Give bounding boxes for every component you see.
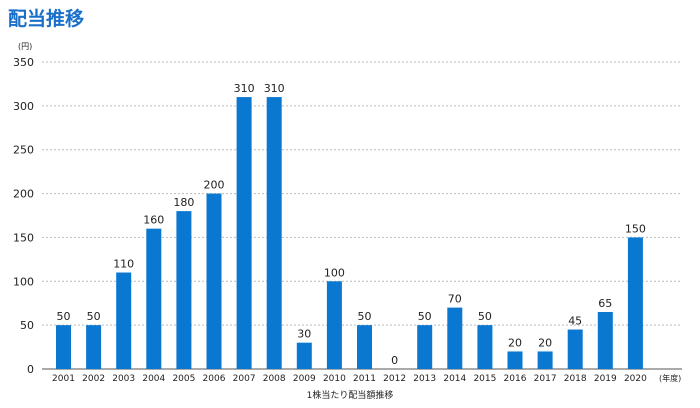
bar: [477, 325, 493, 369]
x-tick-labels: 2001 2002 2003 2004 2005 2006 2007 2008 2009 2010…: [52, 374, 647, 384]
x-tick-label: 2005: [172, 374, 195, 384]
bar: [236, 97, 252, 369]
x-tick-label: 2009: [293, 374, 316, 384]
data-label: 70: [448, 293, 462, 306]
y-tick-labels: 0 50 100 150 200 250 300 350: [13, 56, 34, 376]
bar: [56, 325, 71, 369]
x-axis-caption: 1株当たり配当額推移: [307, 389, 394, 401]
x-tick-label: 2020: [624, 374, 647, 384]
bars: [56, 97, 643, 369]
x-tick-label: 2014: [443, 374, 466, 384]
x-tick-label: 2007: [233, 374, 256, 384]
y-axis-unit: (円): [18, 42, 32, 51]
data-label: 200: [204, 179, 225, 192]
bar: [86, 325, 102, 369]
bar: [627, 237, 643, 369]
bar: [176, 211, 192, 369]
x-tick-label: 2017: [534, 374, 557, 384]
x-tick-label: 2012: [383, 374, 406, 384]
data-label: 65: [598, 297, 612, 310]
x-tick-label: 2019: [594, 374, 617, 384]
bar: [146, 228, 162, 369]
x-tick-label: 2018: [564, 374, 587, 384]
y-tick-label: 100: [13, 275, 34, 288]
x-tick-label: 2008: [263, 374, 286, 384]
x-tick-label: 2003: [112, 374, 135, 384]
data-label: 50: [87, 310, 101, 323]
bar: [296, 342, 312, 369]
x-tick-label: 2011: [353, 374, 376, 384]
data-label: 100: [324, 266, 345, 279]
data-labels: 50 50 110 160 180 200 310 310 30 100 50 0 50 70 50 20 20…: [57, 82, 646, 367]
data-label: 20: [538, 336, 552, 349]
x-axis-unit: (年度): [659, 373, 681, 383]
data-label: 310: [234, 82, 255, 95]
x-tick-label: 2004: [142, 374, 165, 384]
y-tick-label: 50: [20, 319, 34, 332]
data-label: 50: [57, 310, 71, 323]
x-tick-label: 2013: [413, 374, 436, 384]
bar: [417, 325, 433, 369]
x-tick-label: 2002: [82, 374, 105, 384]
y-tick-label: 150: [13, 231, 34, 244]
x-tick-label: 2001: [52, 374, 75, 384]
x-tick-label: 2016: [504, 374, 527, 384]
bar: [206, 193, 222, 369]
bar: [597, 311, 613, 369]
y-tick-label: 300: [13, 100, 34, 113]
bar: [507, 351, 523, 369]
bar: [447, 307, 463, 369]
y-tick-label: 350: [13, 56, 34, 69]
data-label: 45: [568, 315, 582, 328]
data-label: 50: [418, 310, 432, 323]
bar: [116, 272, 132, 369]
bar: [357, 325, 372, 369]
page-title: 配当推移: [8, 8, 85, 30]
x-tick-label: 2015: [473, 374, 496, 384]
x-tick-label: 2010: [323, 374, 346, 384]
y-tick-label: 0: [27, 363, 34, 376]
y-tick-label: 200: [13, 188, 34, 201]
data-label: 110: [113, 258, 134, 271]
data-label: 160: [143, 214, 164, 227]
bar: [537, 351, 553, 369]
bar: [326, 281, 342, 369]
data-label: 150: [625, 222, 646, 235]
data-label: 50: [358, 310, 372, 323]
bar: [567, 329, 583, 369]
data-label: 0: [391, 354, 398, 367]
data-label: 20: [508, 336, 522, 349]
data-label: 310: [264, 82, 285, 95]
bar: [266, 97, 282, 369]
data-label: 30: [297, 328, 311, 341]
data-label: 180: [173, 196, 194, 209]
data-label: 50: [478, 310, 492, 323]
x-tick-label: 2006: [203, 374, 226, 384]
y-tick-label: 250: [13, 144, 34, 157]
